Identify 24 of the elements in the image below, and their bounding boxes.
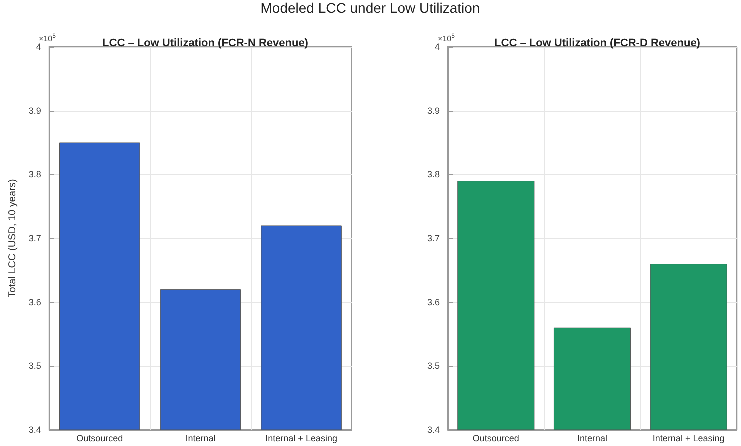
y-tick-label: 4: [434, 42, 440, 52]
text: Modeled LCC under Low Utilization: [260, 0, 482, 16]
y-tick-label: 3.6: [427, 297, 440, 308]
chart-title: LCC – Low Utilization (FCR-N Revenue): [102, 38, 309, 50]
y-tick-label: 3.7: [28, 234, 42, 244]
y-tick-label: 3.9: [427, 106, 440, 116]
x-tick-label: Outsourced: [76, 434, 124, 444]
y-tick-label: 3.7: [427, 234, 440, 244]
x-tick-label: Outsourced: [472, 434, 520, 444]
y-tick-label: 3.4: [427, 425, 440, 435]
y-tick-label: 3.5: [28, 361, 42, 372]
y-tick-label: 3.8: [28, 170, 42, 180]
x-tick-label: Internal + Leasing: [266, 434, 338, 444]
chart-title: LCC – Low Utilization (FCR-D Revenue): [494, 38, 701, 50]
y-tick-label: 4: [36, 42, 42, 52]
x-tick-label: Internal + Leasing: [652, 434, 725, 444]
y-tick-label: 3.9: [28, 106, 42, 116]
y-tick-label: 3.6: [28, 297, 42, 308]
x-tick-label: Internal: [577, 434, 608, 444]
y-tick-label: 3.4: [28, 425, 42, 435]
y-tick-label: 3.8: [427, 170, 440, 180]
x-tick-label: Internal: [186, 434, 216, 444]
y-axis-title: Total LCC (USD, 10 years): [8, 179, 18, 298]
y-tick-label: 3.5: [427, 361, 440, 372]
